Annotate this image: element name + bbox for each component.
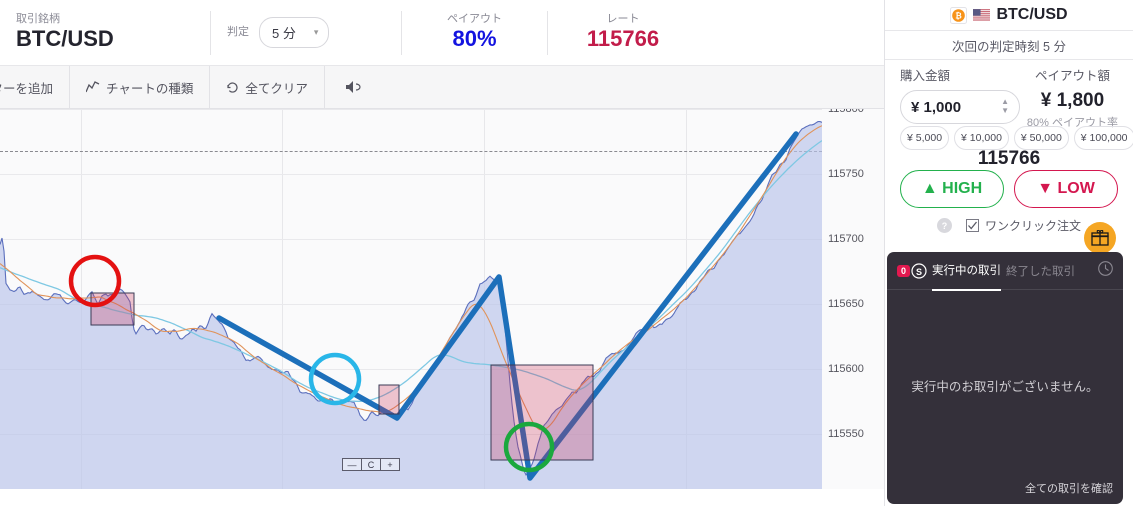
svg-text:₿: ₿ [956, 11, 963, 20]
svg-text:S: S [916, 267, 922, 277]
